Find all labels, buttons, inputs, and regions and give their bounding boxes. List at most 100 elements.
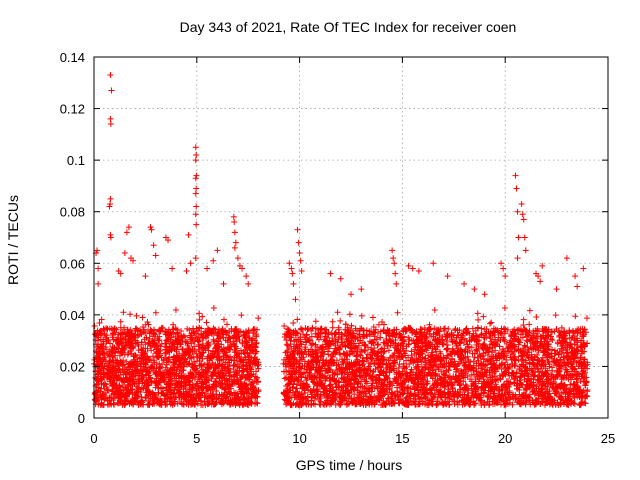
data-point [441,325,448,332]
data-point [252,360,259,367]
data-point [196,310,203,317]
data-point [148,347,155,354]
grid-lines [94,57,608,418]
data-point [210,336,217,343]
data-point [212,378,219,385]
data-point [223,321,230,328]
data-point [144,345,151,352]
data-point [199,313,206,320]
data-point [252,394,259,401]
data-point [293,385,300,392]
data-point [526,321,533,328]
data-point [244,341,251,348]
data-point [91,322,98,329]
data-point [196,343,203,350]
data-point [501,304,508,311]
data-point [98,316,105,323]
data-point [212,391,219,398]
data-point [152,384,159,391]
data-point [133,383,140,390]
data-point [137,328,144,335]
data-point [101,370,108,377]
data-point [426,321,433,328]
data-point [165,378,172,385]
data-point [139,314,146,321]
data-point [177,341,184,348]
data-point [138,394,145,401]
data-point [120,309,127,316]
data-point [158,385,165,392]
data-point [117,318,124,325]
data-point [156,364,163,371]
data-point [431,307,438,314]
data-point [526,307,533,314]
data-point [192,371,199,378]
data-point [203,319,210,326]
data-point [141,336,148,343]
data-point [583,315,590,322]
data-point [107,340,114,347]
data-point [216,391,223,398]
data-point [149,400,156,407]
data-point [200,349,207,356]
data-point [187,369,194,376]
data-point [369,314,376,321]
data-point [127,311,134,318]
data-point [226,334,233,341]
data-point [134,333,141,340]
data-point [133,312,140,319]
data-point [237,397,244,404]
data-point [572,313,579,320]
data-point [141,326,148,333]
data-point [152,309,159,316]
data-point [375,341,382,348]
data-point [284,342,291,349]
data-point [179,346,186,353]
data-point [172,307,179,314]
data-point [157,364,164,371]
data-point [101,362,108,369]
data-point [520,316,527,323]
data-point [116,352,123,359]
data-point [255,379,262,386]
data-point [238,312,245,319]
data-point [533,313,540,320]
data-point [222,395,229,402]
data-point [253,340,260,347]
data-point [169,389,176,396]
data-point [487,320,494,327]
data-point [199,389,206,396]
data-point [245,353,252,360]
data-point [255,315,262,322]
data-point [115,340,122,347]
data-point [584,388,591,395]
data-point [488,319,495,326]
data-point [221,316,228,323]
data-point [124,351,131,358]
data-point [329,318,336,325]
data-point [135,347,142,354]
data-point [211,401,218,408]
data-point [186,354,193,361]
data-point [137,351,144,358]
data-point [178,327,185,334]
data-point [329,324,336,331]
data-point [117,324,124,331]
data-point [196,316,203,323]
data-point [443,346,450,353]
data-point [204,325,211,332]
data-point [101,331,108,338]
data-point [209,373,216,380]
data-points [91,72,591,409]
data-point [474,310,481,317]
data-point [101,380,108,387]
data-point [200,342,207,349]
data-point [334,309,341,316]
data-point [218,341,225,348]
data-point [294,316,301,323]
data-point [210,304,217,311]
data-point [312,318,319,325]
data-point [337,317,344,324]
data-point [101,326,108,333]
